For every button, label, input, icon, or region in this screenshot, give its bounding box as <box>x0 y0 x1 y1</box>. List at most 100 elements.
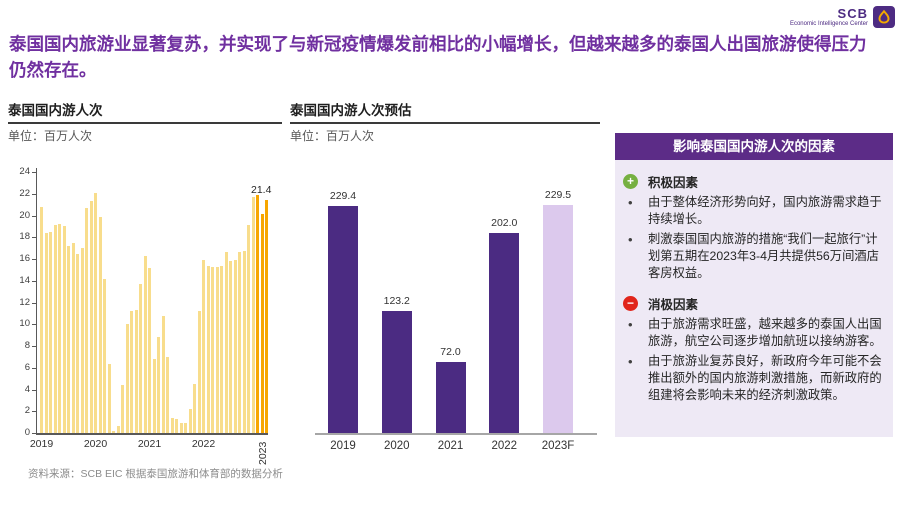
monthly-bar <box>112 430 115 433</box>
bar-value-label: 229.5 <box>544 189 572 202</box>
monthly-bar <box>157 337 160 433</box>
y-tick <box>32 302 36 304</box>
y-tick <box>32 411 36 413</box>
monthly-bar <box>184 423 187 433</box>
logo-text: SCB Economic Intelligence Center <box>790 7 868 28</box>
y-tick <box>32 193 36 195</box>
annual-bar <box>543 205 573 433</box>
monthly-bar <box>224 252 228 433</box>
monthly-bar <box>206 265 210 433</box>
monthly-bar <box>80 248 84 433</box>
negative-factors-heading-row: − 消极因素 <box>623 294 883 313</box>
plus-circle-icon: + <box>623 174 638 189</box>
y-tick-label: 16 <box>19 253 30 264</box>
bullet-dot-icon: • <box>628 232 633 247</box>
monthly-bar <box>229 261 232 433</box>
monthly-bar <box>170 417 174 433</box>
annual-bar <box>328 205 358 433</box>
y-tick-label: 14 <box>19 274 30 286</box>
y-tick <box>32 433 36 434</box>
y-tick <box>32 346 36 347</box>
monthly-bar <box>166 356 169 433</box>
monthly-bar <box>256 194 259 433</box>
monthly-bar <box>58 224 61 433</box>
x-axis-year-label: 2022 <box>191 438 216 450</box>
monthly-bar <box>175 418 178 433</box>
positive-bullet-1-text: 由于整体经济形势向好，国内旅游需求趋于持续增长。 <box>648 195 882 226</box>
monthly-bar <box>247 225 250 433</box>
negative-factors-heading: 消极因素 <box>648 298 699 312</box>
domestic-trips-annual-bar-chart: 229.4 2019 123.2 2020 72.0 2021 202.0 2022 229.5… <box>290 165 600 471</box>
monthly-bar <box>251 197 255 433</box>
factors-panel-header: 影响泰国国内游人次的因素 <box>615 133 893 160</box>
monthly-bar <box>116 426 120 433</box>
negative-bullet-1: • 由于旅游需求旺盛，越来越多的泰国人出国旅游，航空公司逐步增加航班以接纳游客。 <box>623 316 883 350</box>
positive-factors-block: + 积极因素 • 由于整体经济形势向好，国内旅游需求趋于持续增长。 • 刺激泰国… <box>623 172 883 282</box>
y-tick-label: 0 <box>24 427 30 438</box>
annual-chart-unit: 单位：百万人次 <box>290 129 375 143</box>
factors-panel: 影响泰国国内游人次的因素 + 积极因素 • 由于整体经济形势向好，国内旅游需求趋… <box>615 133 893 437</box>
y-tick <box>32 367 36 369</box>
x-axis-year-label: 2021 <box>437 440 464 452</box>
monthly-bar <box>202 260 205 433</box>
logo-tagline: Economic Intelligence Center <box>789 20 868 27</box>
monthly-bar <box>161 315 165 433</box>
monthly-bar <box>193 384 196 433</box>
y-tick-label: 18 <box>19 231 30 243</box>
y-tick-label: 20 <box>19 209 30 221</box>
y-tick <box>32 259 36 260</box>
bar-value-label: 123.2 <box>383 294 410 307</box>
monthly-bar <box>220 265 223 433</box>
positive-bullet-2: • 刺激泰国国内旅游的措施“我们一起旅行”计划第五期在2023年3-4月共提供5… <box>623 231 883 282</box>
monthly-bar <box>71 242 75 433</box>
monthly-bar <box>265 200 268 433</box>
monthly-bar <box>62 226 66 433</box>
factors-panel-body: + 积极因素 • 由于整体经济形势向好，国内旅游需求趋于持续增长。 • 刺激泰国… <box>615 160 893 404</box>
monthly-bar <box>242 251 246 433</box>
monthly-bar <box>121 385 124 433</box>
monthly-bar <box>215 266 219 433</box>
bullet-dot-icon: • <box>628 195 633 210</box>
x-axis-year-label: 2020 <box>383 440 410 452</box>
monthly-chart-section: 泰国国内游人次 单位：百万人次 <box>8 99 282 144</box>
x-axis <box>36 433 268 435</box>
y-tick <box>32 215 36 217</box>
scb-eic-logo: SCB Economic Intelligence Center <box>790 6 895 28</box>
y-tick-label: 8 <box>24 340 30 351</box>
monthly-bar <box>98 216 102 433</box>
y-tick-label: 12 <box>19 296 30 308</box>
last-bar-value-label: 21.4 <box>251 184 272 197</box>
monthly-bar <box>94 192 97 433</box>
bar-value-label: 202.0 <box>491 216 518 229</box>
monthly-bar <box>107 364 111 433</box>
monthly-bar <box>139 284 142 433</box>
annual-bar <box>435 361 466 433</box>
monthly-bar <box>40 206 43 433</box>
bullet-dot-icon: • <box>628 354 633 369</box>
y-tick <box>32 389 36 391</box>
monthly-bar <box>76 253 79 433</box>
positive-bullet-2-text: 刺激泰国国内旅游的措施“我们一起旅行”计划第五期在2023年3-4月共提供56万… <box>648 232 879 280</box>
y-tick-label: 2 <box>24 405 30 417</box>
y-tick <box>32 324 36 326</box>
monthly-bar <box>134 310 138 433</box>
monthly-bar <box>260 214 264 433</box>
x-axis-year-label: 2020 <box>83 438 108 450</box>
y-tick-label: 6 <box>24 361 30 373</box>
monthly-bar <box>211 266 214 433</box>
monthly-bar <box>197 311 201 433</box>
monthly-bar <box>49 231 52 433</box>
monthly-chart-title: 泰国国内游人次 <box>8 99 282 124</box>
negative-factors-block: − 消极因素 • 由于旅游需求旺盛，越来越多的泰国人出国旅游，航空公司逐步增加航… <box>623 294 883 404</box>
monthly-bar <box>143 255 147 433</box>
negative-bullet-2: • 由于旅游业复苏良好，新政府今年可能不会推出额外的国内旅游刺激措施，而新政府的… <box>623 353 883 404</box>
y-tick-label: 4 <box>24 383 30 395</box>
positive-factors-heading-row: + 积极因素 <box>623 172 883 191</box>
page-title: 泰国国内旅游业显著复苏，并实现了与新冠疫情爆发前相比的小幅增长，但越来越多的泰国… <box>9 34 867 80</box>
monthly-bar <box>148 267 151 433</box>
bar-value-label: 72.0 <box>440 345 461 358</box>
x-axis <box>315 433 597 435</box>
annual-bar <box>381 310 412 433</box>
monthly-bar <box>179 423 183 433</box>
